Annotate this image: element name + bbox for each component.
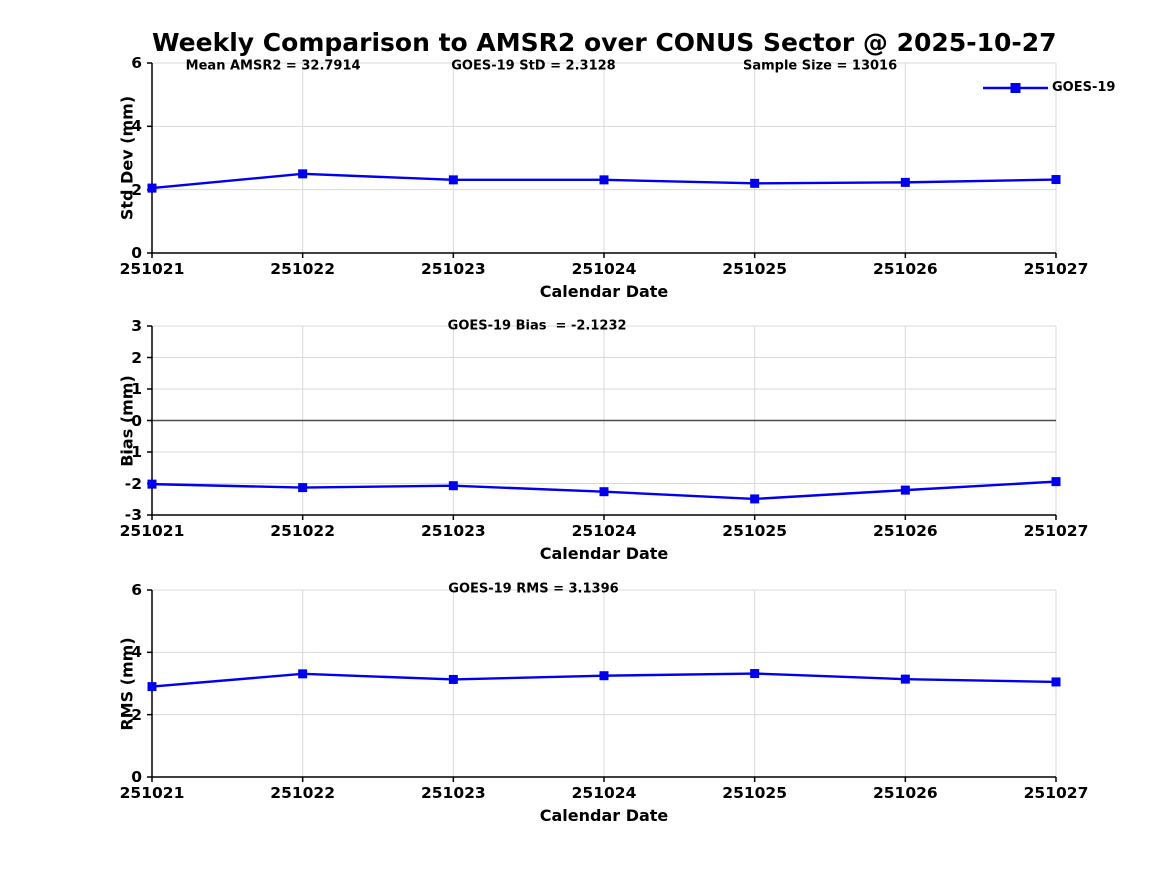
x-tick-label: 251021	[119, 784, 185, 802]
y-tick-label: 2	[131, 348, 142, 367]
x-tick-label: 251024	[571, 260, 637, 278]
x-axis-label-bias: Calendar Date	[539, 544, 669, 563]
data-point-marker	[448, 674, 458, 684]
y-tick-label: -2	[124, 474, 142, 493]
annotation-rms-0: GOES-19 RMS = 3.1396	[448, 581, 619, 597]
legend-label: GOES-19	[1052, 80, 1116, 95]
x-tick-label: 251025	[722, 522, 788, 540]
x-tick-label: 251027	[1023, 260, 1089, 278]
x-tick-label: 251023	[420, 784, 486, 802]
data-point-marker	[298, 669, 308, 679]
annotation-std-dev-2: Sample Size = 13016	[742, 58, 898, 74]
y-tick-label: 3	[131, 317, 142, 335]
y-tick-label: 6	[131, 54, 142, 72]
x-tick-label: 251027	[1023, 784, 1089, 802]
y-axis-label-std-dev: Std Dev (mm)	[117, 95, 137, 221]
chart-title: Weekly Comparison to AMSR2 over CONUS Se…	[152, 28, 1057, 57]
x-axis-label-std-dev: Calendar Date	[539, 282, 669, 301]
y-tick-label: 0	[131, 768, 142, 786]
x-tick-label: 251024	[571, 522, 637, 540]
y-tick-label: 2	[131, 705, 142, 724]
y-tick-label: -1	[124, 443, 142, 461]
data-point-marker	[147, 183, 157, 193]
y-tick-label: 0	[131, 244, 142, 262]
y-axis-label-rms: RMS (mm)	[117, 636, 137, 731]
data-point-marker	[599, 175, 609, 185]
y-tick-label: 1	[131, 380, 142, 398]
data-point-marker	[1051, 477, 1061, 487]
x-tick-label: 251021	[119, 522, 185, 540]
y-axis-label-bias: Bias (mm)	[117, 374, 137, 467]
data-point-marker	[147, 682, 157, 692]
x-tick-label: 251022	[270, 260, 336, 278]
y-tick-label: -3	[124, 506, 142, 524]
data-point-marker	[900, 485, 910, 495]
y-tick-label: 4	[131, 643, 142, 662]
annotation-std-dev-1: GOES-19 StD = 2.3128	[451, 58, 616, 74]
y-tick-label: 2	[131, 180, 142, 199]
x-tick-label: 251027	[1023, 522, 1089, 540]
x-tick-label: 251023	[420, 522, 486, 540]
data-point-marker	[1051, 175, 1061, 185]
data-point-marker	[298, 483, 308, 493]
x-tick-label: 251023	[420, 260, 486, 278]
annotation-std-dev-0: Mean AMSR2 = 32.7914	[185, 58, 361, 74]
data-point-marker	[448, 481, 458, 491]
x-tick-label: 251025	[722, 784, 788, 802]
legend-marker-sample	[1010, 83, 1021, 93]
y-tick-label: 6	[131, 581, 142, 599]
x-tick-label: 251026	[872, 784, 938, 802]
data-point-marker	[900, 674, 910, 684]
x-tick-label: 251026	[872, 522, 938, 540]
data-point-marker	[448, 175, 458, 185]
data-point-marker	[750, 494, 760, 504]
data-point-marker	[750, 669, 760, 679]
x-tick-label: 251025	[722, 260, 788, 278]
data-point-marker	[298, 169, 308, 179]
annotation-bias-0: GOES-19 Bias = -2.1232	[447, 318, 627, 334]
x-tick-label: 251022	[270, 784, 336, 802]
data-point-marker	[147, 479, 157, 489]
x-axis-label-rms: Calendar Date	[539, 806, 669, 825]
x-tick-label: 251024	[571, 784, 637, 802]
data-point-marker	[1051, 677, 1061, 687]
y-tick-label: 0	[131, 411, 142, 430]
x-tick-label: 251021	[119, 260, 185, 278]
data-point-marker	[599, 487, 609, 497]
data-point-marker	[750, 178, 760, 188]
x-tick-label: 251022	[270, 522, 336, 540]
data-point-marker	[599, 671, 609, 681]
x-tick-label: 251026	[872, 260, 938, 278]
data-point-marker	[900, 177, 910, 187]
y-tick-label: 4	[131, 117, 142, 136]
